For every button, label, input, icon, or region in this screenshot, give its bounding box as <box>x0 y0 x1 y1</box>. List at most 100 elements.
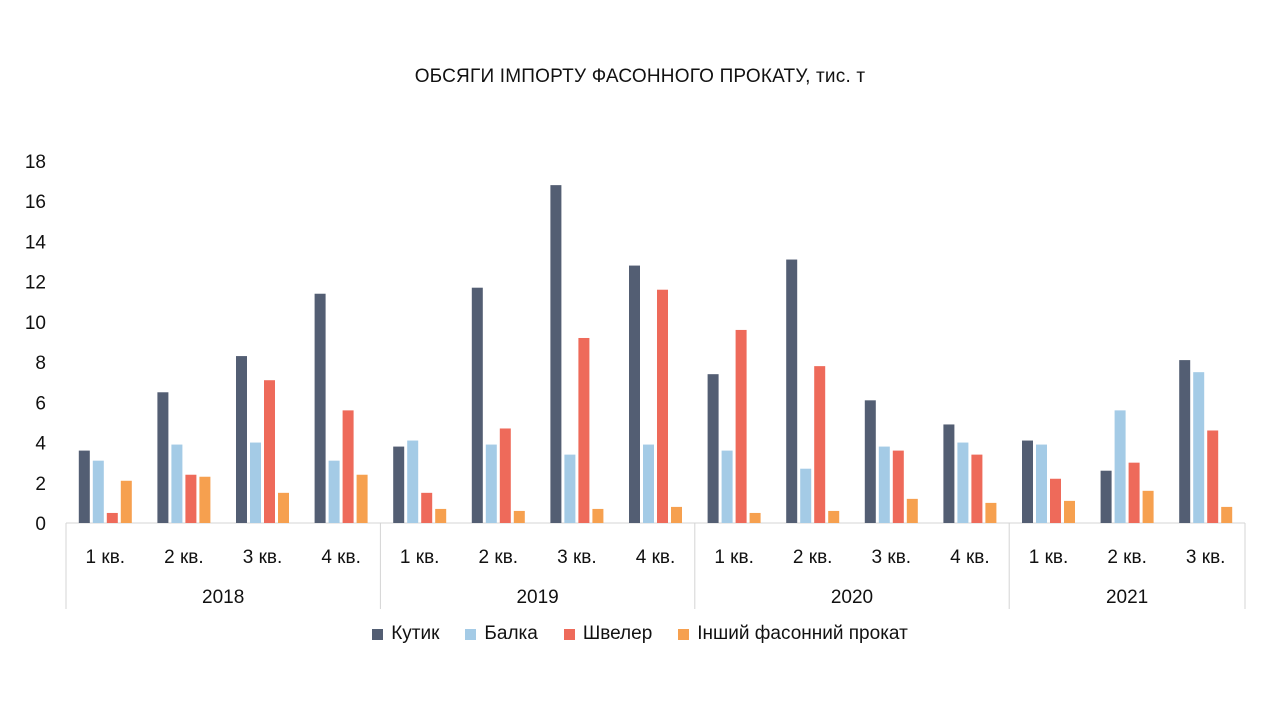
legend-label: Швелер <box>582 623 653 644</box>
bar <box>943 424 955 523</box>
legend-item: Балка <box>465 623 538 645</box>
bar <box>643 444 654 523</box>
x-group-label: 2021 <box>1106 587 1148 608</box>
bar <box>1207 430 1219 523</box>
bar <box>707 374 719 523</box>
x-tick-label: 1 кв. <box>1029 547 1069 568</box>
bar <box>120 480 132 523</box>
bar <box>278 492 289 523</box>
bar <box>906 498 918 523</box>
bar <box>985 502 997 523</box>
y-tick-label: 6 <box>35 393 46 414</box>
legend-item: Кутик <box>372 623 439 645</box>
bar <box>892 450 904 523</box>
bar <box>1050 478 1061 523</box>
x-tick-label: 3 кв. <box>557 547 597 568</box>
x-tick-label: 1 кв. <box>86 547 126 568</box>
bar <box>264 380 275 523</box>
bar <box>578 337 590 523</box>
x-tick-label: 3 кв. <box>1186 547 1226 568</box>
bar <box>356 474 368 523</box>
bar <box>971 454 983 523</box>
bar <box>1221 506 1233 523</box>
bar <box>485 444 497 523</box>
x-tick-label: 3 кв. <box>243 547 283 568</box>
y-tick-label: 8 <box>35 353 46 374</box>
x-tick-label: 2 кв. <box>164 547 204 568</box>
bar <box>828 510 840 523</box>
x-group-label: 2020 <box>831 587 873 608</box>
legend-swatch <box>563 628 575 640</box>
bar <box>564 454 576 523</box>
bar <box>407 440 419 523</box>
legend-item: Швелер <box>563 623 653 645</box>
bar <box>749 512 761 523</box>
x-tick-label: 3 кв. <box>872 547 912 568</box>
y-tick-label: 18 <box>25 152 46 173</box>
bar <box>671 506 682 523</box>
bar <box>342 410 354 523</box>
y-tick-label: 16 <box>25 192 46 213</box>
chart-title: ОБСЯГИ ІМПОРТУ ФАСОННОГО ПРОКАТУ, тис. т <box>414 66 866 87</box>
bar <box>1193 372 1205 523</box>
bar <box>1022 440 1033 523</box>
bar <box>92 460 104 523</box>
legend-swatch <box>372 628 384 640</box>
bar <box>864 400 876 523</box>
bar <box>1179 360 1191 523</box>
y-tick-label: 2 <box>35 474 46 495</box>
legend-label: Кутик <box>391 623 440 644</box>
x-tick-label: 4 кв. <box>636 547 676 568</box>
legend-label: Балка <box>484 623 538 644</box>
bar <box>550 185 562 523</box>
bar <box>236 356 247 523</box>
x-tick-label: 2 кв. <box>793 547 833 568</box>
legend-swatch <box>465 628 477 640</box>
bar <box>185 474 197 523</box>
bar <box>421 492 433 523</box>
x-tick-label: 4 кв. <box>950 547 990 568</box>
bar <box>250 442 261 523</box>
bar <box>435 508 447 523</box>
bar <box>171 444 183 523</box>
bar <box>1064 500 1075 523</box>
legend-swatch <box>678 628 690 640</box>
bar <box>721 450 733 523</box>
bar <box>814 366 826 523</box>
bar <box>592 508 604 523</box>
bar <box>957 442 969 523</box>
x-group-label: 2018 <box>202 587 244 608</box>
x-group-label: 2019 <box>516 587 558 608</box>
bar <box>199 476 211 523</box>
legend-label: Інший фасонний прокат <box>697 623 908 644</box>
chart-legend: Кутик Балка Швелер Інший фасонний прокат <box>0 623 1280 645</box>
bar <box>513 510 525 523</box>
bar <box>1128 462 1140 523</box>
bar <box>735 329 747 523</box>
y-tick-label: 10 <box>25 313 46 334</box>
bar <box>800 468 812 523</box>
bar <box>393 446 405 523</box>
bar <box>1114 410 1126 523</box>
bar <box>106 512 118 523</box>
bar <box>878 446 890 523</box>
bar <box>328 460 340 523</box>
x-tick-label: 1 кв. <box>400 547 440 568</box>
bar <box>1142 490 1154 523</box>
y-tick-label: 14 <box>25 232 47 253</box>
legend-item: Інший фасонний прокат <box>678 623 908 645</box>
bar <box>471 287 483 523</box>
bar <box>1036 444 1047 523</box>
bar <box>314 293 326 523</box>
bar <box>629 265 640 523</box>
x-tick-label: 1 кв. <box>714 547 754 568</box>
bar <box>499 428 511 523</box>
y-tick-label: 4 <box>35 434 46 455</box>
bar <box>657 289 668 523</box>
bar <box>78 450 90 523</box>
x-tick-label: 4 кв. <box>321 547 361 568</box>
y-tick-label: 0 <box>35 514 46 535</box>
y-tick-label: 12 <box>25 273 46 294</box>
